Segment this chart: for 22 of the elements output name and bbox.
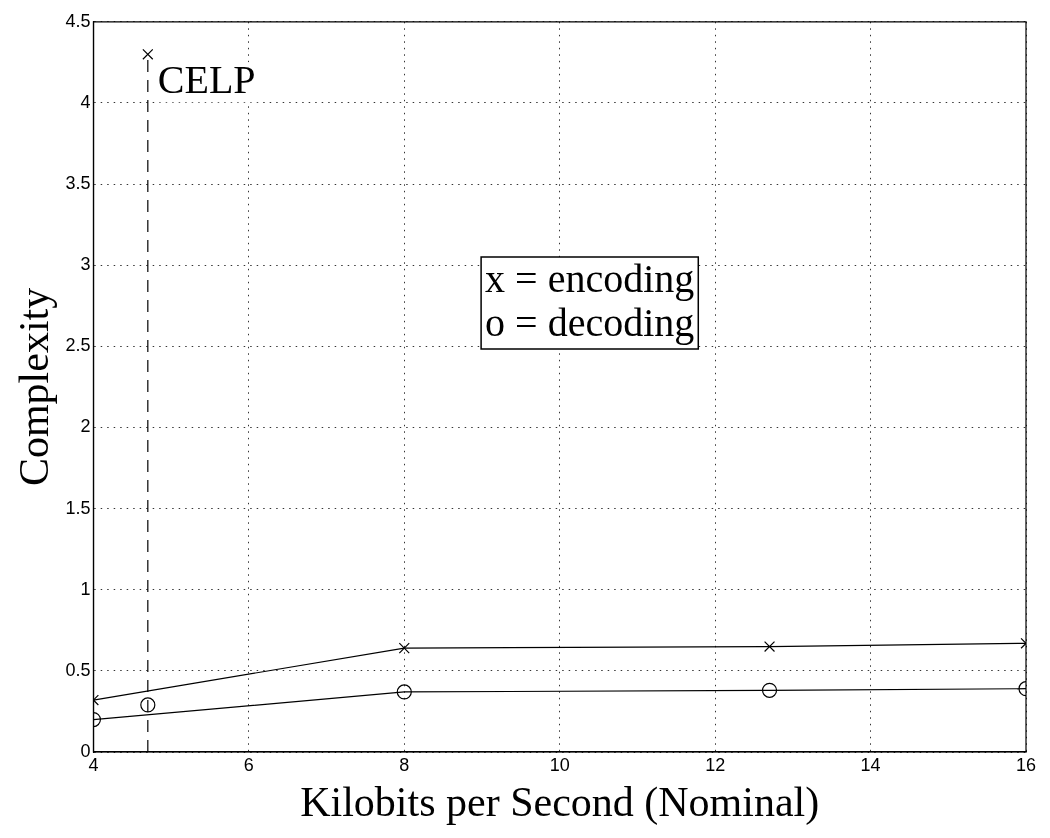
x-axis-title: Kilobits per Second (Nominal) (300, 778, 820, 826)
y-tick-label: 4 (80, 91, 91, 112)
y-tick-label: 3 (80, 254, 91, 275)
annotation: CELP (157, 56, 256, 102)
y-tick-label: 1 (80, 578, 91, 599)
point (140, 697, 156, 713)
annotation: x = encoding o = decoding (485, 255, 695, 345)
y-tick-label: 0 (80, 740, 91, 761)
x-tick-label: 12 (705, 754, 726, 775)
x-tick-label: 8 (399, 754, 410, 775)
y-tick-label: 3.5 (65, 173, 91, 194)
x-tick-label: 14 (860, 754, 881, 775)
y-tick-label: 2 (80, 416, 91, 437)
x-tick-label: 16 (1015, 754, 1037, 775)
x-tick-label: 10 (549, 754, 570, 775)
y-tick-label: 0.5 (65, 659, 91, 680)
y-tick-label: 2.5 (65, 335, 91, 356)
y-axis-title: Complexity (11, 287, 58, 487)
x-tick-label: 6 (243, 754, 254, 775)
y-tick-label: 4.5 (65, 10, 91, 31)
point (142, 48, 154, 60)
y-tick-label: 1.5 (65, 497, 91, 518)
